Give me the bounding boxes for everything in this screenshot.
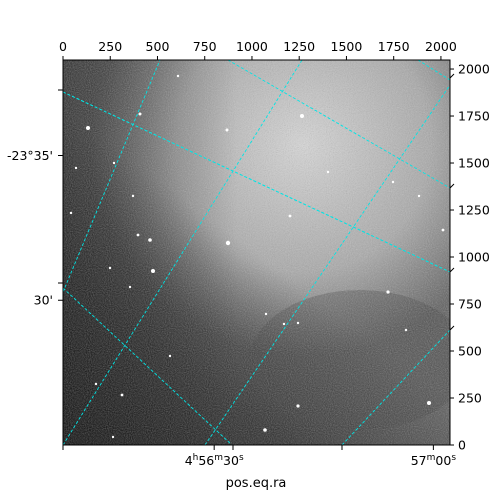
ra-tick-part: m — [427, 453, 436, 463]
ra-tick-part: 4 — [185, 453, 193, 468]
ra-tick-part: h — [193, 453, 199, 463]
grid-line — [204, 84, 450, 445]
dec-tick-label: 30' — [34, 293, 53, 308]
grid-line — [63, 287, 233, 445]
star — [128, 285, 132, 289]
star — [151, 269, 155, 273]
grid-line — [63, 60, 161, 293]
star — [225, 240, 231, 246]
star — [300, 114, 304, 118]
star — [441, 228, 445, 232]
x-tick-label: 500 — [146, 39, 170, 54]
x-tick-label: 1750 — [378, 39, 410, 54]
x-axis-title: pos.eq.ra — [226, 476, 287, 491]
ra-tick-label: 57m00s — [411, 453, 457, 468]
y-tick-label: 750 — [458, 297, 482, 312]
x-tick-label: 750 — [193, 39, 217, 54]
ra-tick-part: 57 — [411, 453, 427, 468]
star — [296, 404, 300, 408]
star — [94, 382, 98, 386]
ra-tick-part: 00 — [435, 453, 451, 468]
y-tick-label: 250 — [458, 391, 482, 406]
star — [111, 435, 115, 439]
dec-right-tick — [449, 325, 455, 331]
star — [74, 166, 78, 170]
star — [427, 401, 431, 405]
ra-tick-label: 4h56m30s — [185, 453, 244, 468]
star — [69, 211, 73, 215]
star — [296, 321, 300, 325]
star — [282, 322, 286, 326]
dec-right-tick — [449, 73, 455, 79]
star — [264, 312, 268, 316]
star — [108, 266, 112, 270]
star — [404, 328, 408, 332]
plot-frame — [62, 59, 451, 446]
star — [136, 233, 140, 237]
star — [168, 354, 172, 358]
sky-image — [63, 60, 450, 445]
ra-tick-part: 56 — [198, 453, 214, 468]
grid-line — [63, 60, 303, 445]
star — [120, 393, 124, 397]
star — [86, 126, 90, 130]
star — [417, 194, 421, 198]
star — [225, 128, 229, 132]
grid-line — [63, 91, 450, 273]
ra-tick-part: 30 — [223, 453, 239, 468]
ra-tick-part: s — [239, 453, 244, 463]
x-tick-label: 1250 — [283, 39, 315, 54]
y-tick-label: 1500 — [458, 156, 490, 171]
star — [131, 194, 135, 198]
star — [391, 180, 395, 184]
stars — [69, 74, 445, 439]
y-tick-label: 500 — [458, 344, 482, 359]
coordinate-grid — [63, 60, 450, 445]
dec-right-tick — [449, 183, 455, 189]
y-tick-label: 2000 — [458, 62, 490, 77]
x-tick-label: 250 — [98, 39, 122, 54]
ra-tick-part: s — [451, 453, 456, 463]
y-axis-ticks: 0 250 500 750 1000 1250 1500 1750 2000 — [450, 62, 490, 453]
ra-axis-ticks: 4h56m30s 57m00s — [62, 445, 457, 468]
star — [386, 290, 390, 294]
star — [138, 112, 142, 116]
y-tick-label: 0 — [458, 438, 466, 453]
grid-line — [417, 60, 450, 81]
x-tick-label: 0 — [59, 39, 67, 54]
y-tick-label: 1250 — [458, 203, 490, 218]
star — [326, 170, 330, 174]
dec-right-tick — [449, 267, 455, 273]
y-tick-label: 1000 — [458, 250, 490, 265]
ra-tick-part: m — [214, 453, 223, 463]
star — [148, 238, 152, 242]
dec-tick-label: -23°35' — [7, 148, 53, 163]
grid-line — [341, 329, 450, 445]
x-tick-label: 1500 — [331, 39, 363, 54]
star — [112, 161, 116, 165]
x-axis-ticks: 0 250 500 750 1000 1250 1500 1750 2000 — [59, 39, 457, 60]
x-tick-label: 2000 — [425, 39, 457, 54]
x-tick-label: 1000 — [236, 39, 268, 54]
star — [176, 74, 180, 78]
grid-line — [227, 60, 450, 189]
star — [288, 214, 292, 218]
dec-axis-ticks: -23°35' 30' — [7, 73, 455, 331]
star — [263, 428, 267, 432]
y-tick-label: 1750 — [458, 109, 490, 124]
